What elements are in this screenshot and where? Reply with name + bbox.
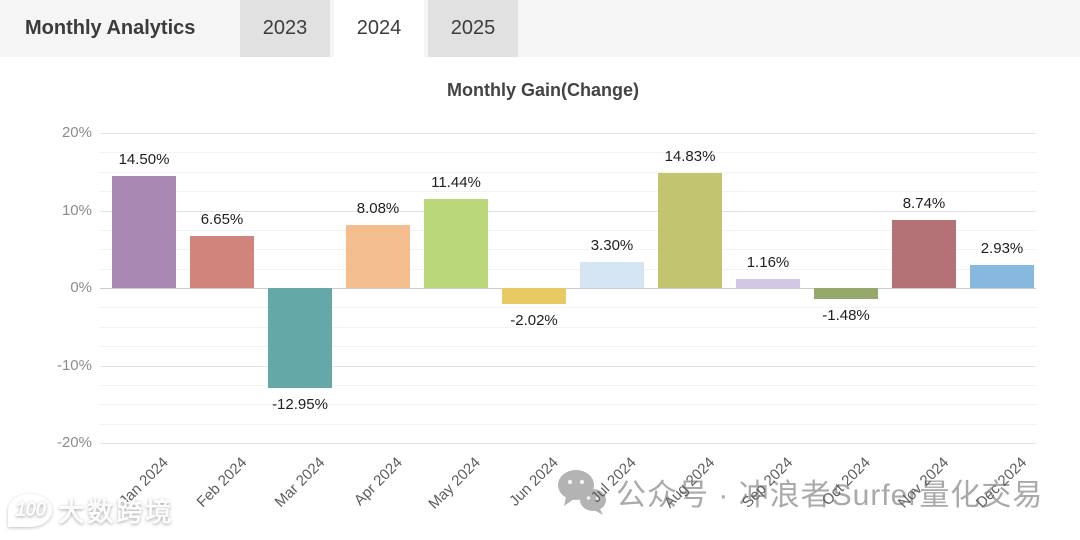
y-axis-label: -10% (56, 356, 92, 374)
bar-value-label: 14.83% (664, 148, 716, 166)
bar-feb-2024[interactable] (190, 236, 254, 288)
gridline (100, 210, 1036, 212)
gridline (100, 443, 1036, 444)
zero-axis-line (100, 288, 1036, 289)
brand-watermark-text: 大数跨境 (58, 497, 175, 527)
brand-watermark: 100 大数跨境 (8, 492, 174, 529)
bar-value-label: -1.48% (822, 307, 870, 325)
gridline (100, 404, 1036, 406)
gridline (100, 229, 1036, 231)
page-title: Monthly Analytics (25, 17, 196, 39)
bar-value-label: 8.08% (356, 200, 400, 218)
gridline (100, 191, 1036, 193)
bar-dec-2024[interactable] (970, 265, 1034, 288)
tab-2024[interactable]: 2024 (334, 0, 424, 57)
x-axis-label-feb-2024: Feb 2024 (193, 454, 251, 511)
wechat-watermark: 公众号 · 冲浪者Surfer量化交易 (556, 468, 1043, 516)
gridline (100, 152, 1036, 154)
bar-jul-2024[interactable] (580, 262, 644, 288)
wechat-watermark-text: 公众号 · 冲浪者Surfer量化交易 (616, 479, 1044, 512)
bar-value-label: 3.30% (590, 237, 634, 255)
y-axis-label: -20% (56, 434, 92, 451)
bar-oct-2024[interactable] (814, 288, 878, 300)
gridline (100, 249, 1036, 251)
gridline (100, 133, 1036, 134)
tab-2023[interactable]: 2023 (240, 0, 330, 57)
x-axis-label-jun-2024: Jun 2024 (506, 454, 563, 510)
gridline (100, 365, 1036, 367)
gridline (100, 268, 1036, 270)
gridline (100, 307, 1036, 309)
header-bar: Monthly Analytics 2023 2024 2025 (0, 0, 1080, 57)
bar-apr-2024[interactable] (346, 225, 410, 288)
bar-value-label: -12.95% (272, 396, 328, 414)
bar-value-label: -2.02% (510, 311, 558, 329)
bar-value-label: 6.65% (200, 211, 244, 229)
bar-chart-plot: 14.50% 6.65% -12.95% 8.08% 11.44% -2.02% 3.30%… (100, 133, 1036, 444)
bar-value-label: 11.44% (431, 174, 481, 192)
gridline (100, 171, 1036, 173)
bar-value-label: 14.50% (118, 150, 170, 168)
bar-value-label: 1.16% (746, 254, 790, 271)
y-axis-label: 10% (61, 201, 92, 219)
y-axis-label: 0% (70, 279, 92, 296)
bar-sep-2024[interactable] (736, 279, 800, 288)
bar-may-2024[interactable] (424, 199, 488, 288)
wechat-icon (558, 470, 606, 515)
x-axis-label-mar-2024: Mar 2024 (271, 454, 329, 511)
gridline (100, 384, 1036, 386)
gridline (100, 346, 1036, 348)
brand-logo-icon: 100 (8, 494, 53, 527)
bar-mar-2024[interactable] (268, 288, 332, 389)
bar-value-label: 8.74% (902, 195, 946, 213)
bar-aug-2024[interactable] (658, 173, 722, 288)
bar-jun-2024[interactable] (502, 288, 566, 304)
bar-value-label: 2.93% (980, 240, 1024, 258)
y-axis-label: 20% (61, 124, 92, 141)
chart-title: Monthly Gain(Change) (447, 80, 639, 100)
x-axis-label-apr-2024: Apr 2024 (350, 454, 407, 510)
tab-2025[interactable]: 2025 (428, 0, 518, 57)
x-axis-label-may-2024: May 2024 (425, 454, 485, 513)
bar-jan-2024[interactable] (112, 175, 176, 288)
gridline (100, 423, 1036, 425)
gridline (100, 326, 1036, 328)
bar-nov-2024[interactable] (892, 220, 956, 288)
